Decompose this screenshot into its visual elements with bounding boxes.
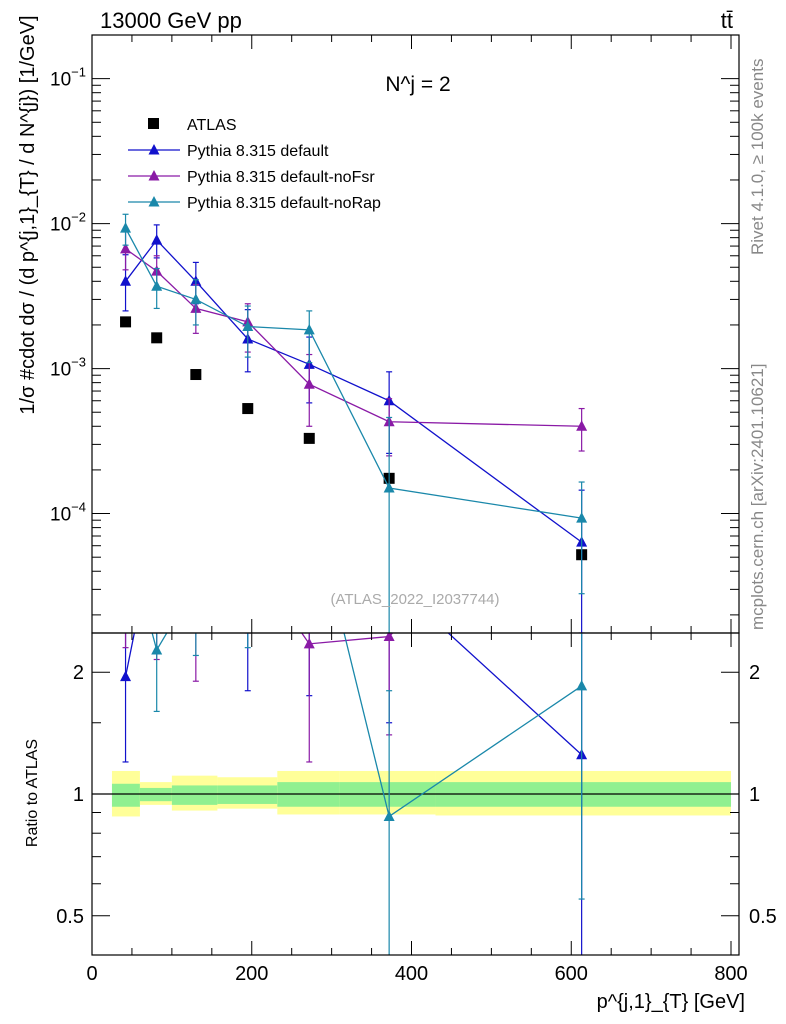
atlas-point-3 (242, 403, 254, 415)
side-label-rivet: Rivet 4.1.0, ≥ 100k events (748, 59, 767, 255)
ratio-point-pythia-8-315-default-nofsr-4 (303, 637, 315, 649)
ratio-ytick-label-1: 1 (73, 784, 84, 806)
point-pythia-8-315-default-norap-6 (576, 512, 588, 523)
ratio-point-pythia-8-315-default-norap-1 (151, 643, 163, 655)
atlas-point-0 (120, 316, 132, 328)
point-pythia-8-315-default-norap-5 (383, 482, 395, 493)
header-right-label: tt̄ (721, 8, 733, 33)
side-label-mcplots: mcplots.cern.ch [arXiv:2401.10621] (748, 364, 767, 630)
x-tick-label-0: 0 (86, 963, 97, 985)
legend-marker-atlas (148, 118, 159, 129)
atlas-point-2 (190, 369, 202, 381)
ratio-line-pythia-8-315-default-nofsr (300, 633, 394, 645)
legend-label-2: Pythia 8.315 default-noFsr (187, 169, 375, 186)
band-inner-2 (171, 785, 218, 805)
ratio-point-pythia-8-315-default-0 (120, 670, 132, 682)
point-pythia-8-315-default-nofsr-0 (120, 242, 132, 254)
ratio-point-pythia-8-315-default-norap-3 (242, 558, 253, 569)
ratio-panel: 0.5 0.5 1 1 2 2 0 200 400 600 800 Ratio to ATLAS p… (24, 485, 777, 1013)
ratio-point-pythia-8-315-default-norap-5 (383, 810, 395, 821)
ratio-line-pythia-8-315-default (124, 633, 583, 756)
point-pythia-8-315-default-norap-1 (151, 280, 163, 291)
legend-marker-3 (148, 196, 160, 207)
ratio-point-pythia-8-315-default-4 (304, 584, 315, 595)
ratio-point-pythia-8-315-default-norap-6 (576, 679, 588, 691)
legend-marker-1 (148, 144, 160, 155)
main-title: N^j = 2 (385, 73, 450, 96)
ratio-point-pythia-8-315-default-norap-2 (190, 578, 201, 589)
x-tick-label-4: 800 (714, 963, 747, 985)
ratio-ytick-label-right-0: 0.5 (749, 906, 777, 928)
point-pythia-8-315-default-nofsr-6 (576, 420, 588, 431)
ratio-line-pythia-8-315-default-norap (151, 633, 583, 818)
ratio-ytick-label-right-1: 1 (749, 784, 760, 806)
x-tick-label-3: 600 (555, 963, 588, 985)
main-ytick-label-1: 10−3 (50, 355, 86, 381)
ratio-point-pythia-8-315-default-nofsr-2 (190, 604, 201, 615)
ratio-point-pythia-8-315-default-3 (242, 595, 253, 606)
ratio-point-pythia-8-315-default-nofsr-1 (151, 601, 162, 612)
band-inner-0 (111, 783, 140, 807)
main-ytick-label-2: 10−2 (50, 210, 86, 236)
header-left-label: 13000 GeV pp (100, 8, 242, 33)
main-panel: 10−4 10−3 10−2 10−1 N^j = 2 (ATLAS_2022_I20… (17, 15, 740, 634)
legend: ATLAS Pythia 8.315 default Pythia 8.315 de… (128, 117, 381, 212)
ratio-ticks: 0.5 0.5 1 1 2 2 0 200 400 600 800 (56, 633, 777, 985)
x-axis-label: p^{j,1}_{T} [GeV] (597, 991, 745, 1013)
ratio-ytick-label-0: 0.5 (56, 906, 84, 928)
point-pythia-8-315-default-nofsr-4 (303, 378, 315, 389)
ratio-point-pythia-8-315-default-2 (190, 528, 201, 539)
legend-label-1: Pythia 8.315 default (187, 143, 329, 160)
ratio-point-pythia-8-315-default-1 (151, 516, 162, 527)
x-tick-label-1: 200 (235, 963, 268, 985)
legend-marker-2 (148, 170, 160, 181)
ratio-y-axis-label: Ratio to ATLAS (24, 739, 41, 847)
band-inner-3 (217, 785, 278, 804)
atlas-point-4 (303, 432, 315, 444)
ratio-point-pythia-8-315-default-norap-0 (120, 528, 131, 539)
main-y-axis-label: 1/σ #cdot dσ / (d p^{j,1}_{T} / d N^{j})… (17, 15, 39, 414)
main-ytick-label-3: 10−1 (50, 65, 86, 91)
point-pythia-8-315-default-norap-0 (120, 222, 132, 233)
atlas-point-1 (151, 332, 163, 344)
ratio-ytick-label-right-2: 2 (749, 662, 760, 684)
point-pythia-8-315-default-0 (120, 275, 132, 286)
point-pythia-8-315-default-1 (151, 234, 163, 245)
point-pythia-8-315-default-norap-3 (242, 320, 254, 332)
main-ytick-label-0: 10−4 (50, 500, 86, 526)
point-pythia-8-315-default-norap-4 (303, 323, 315, 335)
ratio-point-pythia-8-315-default-norap-4 (304, 485, 315, 496)
ratio-point-pythia-8-315-default-nofsr-5 (383, 633, 395, 642)
point-pythia-8-315-default-norap-2 (190, 293, 202, 304)
ratio-point-pythia-8-315-default-nofsr-0 (120, 584, 131, 595)
ratio-point-pythia-8-315-default-nofsr-3 (242, 549, 253, 560)
ratio-ytick-label-2: 2 (73, 662, 84, 684)
x-tick-label-2: 400 (395, 963, 428, 985)
legend-label-3: Pythia 8.315 default-noRap (187, 195, 381, 212)
legend-label-0: ATLAS (187, 117, 237, 134)
main-watermark: (ATLAS_2022_I2037744) (330, 591, 499, 608)
line-pythia-8-315-default-nofsr (125, 248, 582, 427)
main-ticks: 10−4 10−3 10−2 10−1 (50, 34, 739, 633)
